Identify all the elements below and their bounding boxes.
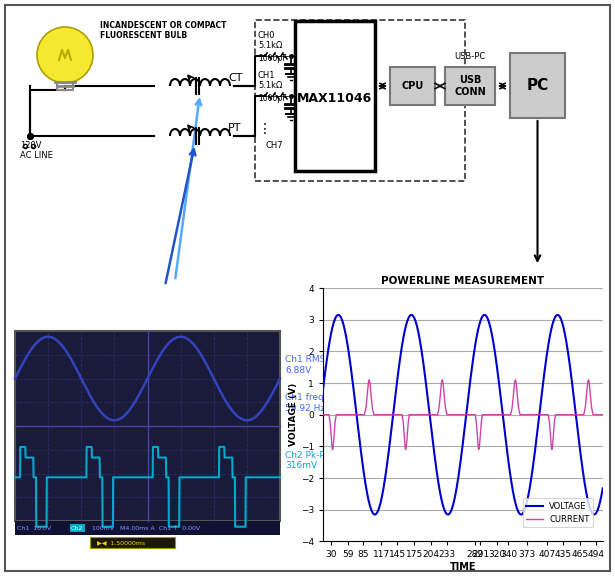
Text: PT: PT xyxy=(228,123,242,133)
Line: VOLTAGE: VOLTAGE xyxy=(314,315,606,514)
Text: 5.1kΩ: 5.1kΩ xyxy=(258,41,282,50)
Text: 5.1kΩ: 5.1kΩ xyxy=(258,81,282,90)
Title: POWERLINE MEASUREMENT: POWERLINE MEASUREMENT xyxy=(381,276,544,286)
VOLTAGE xyxy=(565,353,573,360)
Bar xyxy=(15,331,280,521)
CURRENT xyxy=(402,446,410,453)
VOLTAGE xyxy=(597,499,604,506)
Bar xyxy=(255,20,465,181)
CURRENT xyxy=(435,406,442,413)
Text: Ch2: Ch2 xyxy=(71,525,84,530)
Text: CH7: CH7 xyxy=(265,141,283,150)
Text: CT: CT xyxy=(228,73,242,83)
CURRENT xyxy=(344,411,351,418)
VOLTAGE xyxy=(435,482,442,488)
Bar xyxy=(90,537,175,548)
X-axis label: TIME: TIME xyxy=(450,562,476,572)
Legend: VOLTAGE, CURRENT: VOLTAGE, CURRENT xyxy=(523,498,593,527)
CURRENT xyxy=(565,411,573,418)
Text: 100mV   M4.00ms A  Ch1 ↑  0.00V: 100mV M4.00ms A Ch1 ↑ 0.00V xyxy=(88,525,200,530)
CURRENT xyxy=(512,377,519,384)
Text: USB-PC: USB-PC xyxy=(454,52,486,61)
VOLTAGE xyxy=(423,381,430,388)
Text: ▶◀  1.50000ms: ▶◀ 1.50000ms xyxy=(97,540,145,545)
Bar xyxy=(295,21,375,171)
Text: Ch1  10.0V: Ch1 10.0V xyxy=(17,525,55,530)
Bar xyxy=(15,521,280,535)
VOLTAGE xyxy=(444,511,451,518)
Bar xyxy=(510,53,565,118)
VOLTAGE xyxy=(311,458,318,465)
Text: Ch1 freq
59.92 Hz: Ch1 freq 59.92 Hz xyxy=(285,393,325,413)
CURRENT xyxy=(602,411,609,418)
Circle shape xyxy=(37,27,93,83)
Text: USB
CONN: USB CONN xyxy=(454,75,486,97)
Text: PC: PC xyxy=(526,78,549,93)
Text: MAX11046: MAX11046 xyxy=(298,92,373,104)
Text: CPU: CPU xyxy=(402,81,424,91)
Text: EV KIT
BOARD: EV KIT BOARD xyxy=(324,151,356,171)
VOLTAGE xyxy=(344,342,351,348)
Text: CH1: CH1 xyxy=(258,71,276,80)
Text: INCANDESCENT OR COMPACT
FLUORESCENT BULB: INCANDESCENT OR COMPACT FLUORESCENT BULB xyxy=(100,21,226,40)
Text: CH0: CH0 xyxy=(258,31,276,40)
CURRENT xyxy=(311,411,318,418)
Text: 1000pF: 1000pF xyxy=(258,54,287,63)
VOLTAGE xyxy=(602,467,609,473)
CURRENT xyxy=(597,411,604,418)
VOLTAGE xyxy=(335,312,342,319)
Y-axis label: VOLTAGE (V): VOLTAGE (V) xyxy=(289,383,298,446)
Text: Ch2 Pk-Pk
316mV: Ch2 Pk-Pk 316mV xyxy=(285,450,330,470)
Text: Ch1 RMS
6.88V: Ch1 RMS 6.88V xyxy=(285,355,325,375)
Bar xyxy=(445,67,495,105)
CURRENT xyxy=(423,411,430,418)
Text: ⋮: ⋮ xyxy=(258,122,272,136)
Line: CURRENT: CURRENT xyxy=(314,380,606,449)
Bar xyxy=(390,67,435,105)
VOLTAGE xyxy=(361,477,368,484)
Text: 1000pF: 1000pF xyxy=(258,94,287,103)
Text: 120V
AC LINE: 120V AC LINE xyxy=(20,141,53,160)
CURRENT xyxy=(361,410,368,416)
